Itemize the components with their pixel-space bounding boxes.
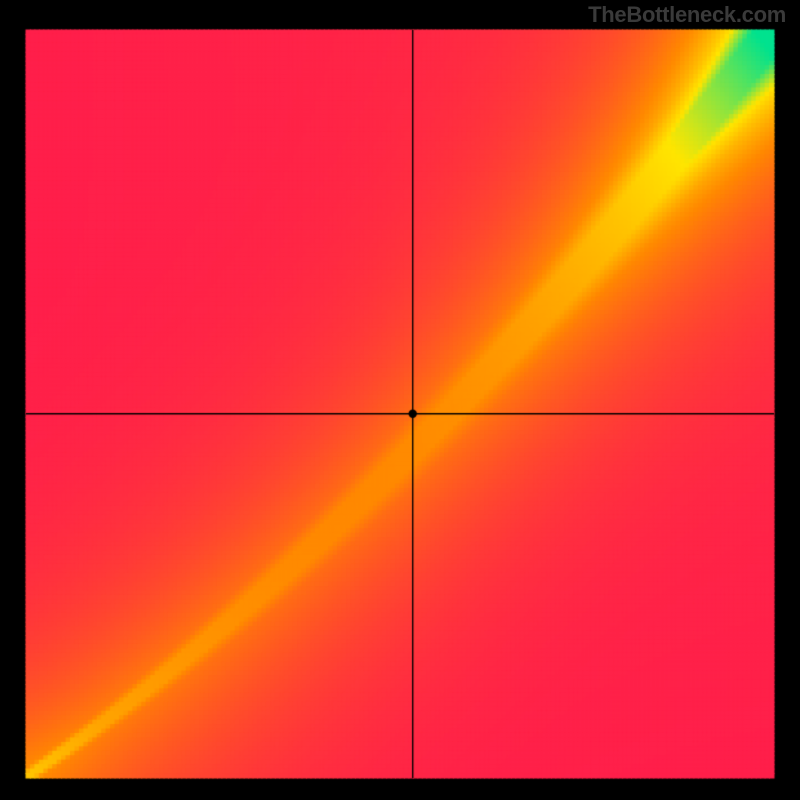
heatmap-canvas <box>0 0 800 800</box>
watermark-text: TheBottleneck.com <box>588 2 786 28</box>
